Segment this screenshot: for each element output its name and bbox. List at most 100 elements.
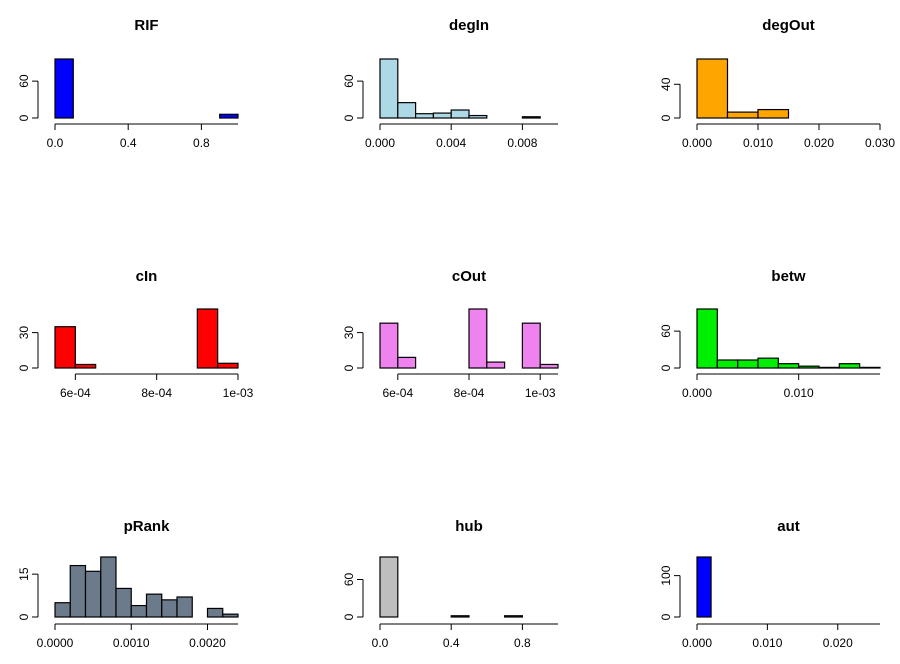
y-tick-label: 0 — [17, 613, 31, 620]
y-tick-label: 0 — [342, 364, 356, 371]
histogram-bar — [54, 602, 71, 618]
histogram-bar — [486, 361, 506, 369]
histogram-bar — [54, 58, 74, 119]
histogram-bar — [217, 362, 239, 369]
histogram-panel-betw: betw 0.000 0.010 0 60 — [659, 268, 881, 400]
histogram-bar — [838, 363, 861, 369]
x-tick-label: 8e-04 — [454, 386, 485, 400]
y-tick-label: 60 — [659, 324, 673, 338]
histogram-bar — [521, 322, 541, 369]
histogram-bar — [798, 365, 820, 369]
x-tick-label: 0.8 — [193, 136, 210, 150]
panel-title: pRank — [124, 518, 171, 535]
x-tick-label: 6e-04 — [382, 386, 413, 400]
x-tick-label: 6e-04 — [60, 386, 91, 400]
x-tick-label: 0.020 — [804, 136, 834, 150]
histogram-bar — [539, 363, 559, 369]
histogram-bar — [196, 308, 219, 369]
y-tick-label: 0 — [342, 613, 356, 620]
histogram-bar — [397, 356, 417, 369]
histogram-bar — [859, 366, 881, 369]
histogram-panel-aut: aut 0.000 0.010 0.020 0 100 — [659, 518, 880, 650]
x-tick-label: 0.4 — [443, 636, 460, 650]
x-tick-label: 0.000 — [365, 136, 395, 150]
histogram-bar — [69, 564, 87, 618]
histogram-bar — [726, 111, 759, 119]
x-tick-label: 0.010 — [743, 136, 773, 150]
histogram-bar — [176, 596, 193, 618]
panel-title: cIn — [136, 268, 158, 285]
histogram-bar — [397, 102, 417, 119]
x-tick-label: 0.0010 — [113, 636, 150, 650]
x-tick-label: 8e-04 — [141, 386, 172, 400]
histogram-panel-hub: hub 0.0 0.4 0.8 0 60 — [342, 518, 558, 650]
histogram-bar — [504, 615, 524, 618]
y-tick-label: 30 — [342, 326, 356, 340]
x-tick-label: 0.000 — [682, 636, 712, 650]
y-tick-label: 60 — [17, 74, 31, 88]
histogram-bar — [145, 593, 163, 618]
histogram-panel-cIn: cIn 6e-04 8e-04 1e-03 0 30 — [17, 268, 254, 400]
x-tick-label: 0.010 — [752, 636, 782, 650]
histogram-bar — [696, 308, 718, 369]
histogram-bar — [222, 613, 239, 618]
histogram-bar — [379, 322, 399, 369]
x-tick-label: 0.0 — [47, 136, 64, 150]
histogram-bar — [716, 359, 739, 369]
histogram-bar — [777, 363, 800, 369]
histogram-bar — [74, 363, 97, 369]
x-tick-label: 1e-03 — [525, 386, 556, 400]
y-tick-label: 0 — [17, 114, 31, 121]
histogram-bar — [130, 604, 148, 618]
y-tick-label: 0 — [659, 114, 673, 121]
panel-title: betw — [771, 268, 806, 285]
x-tick-label: 0.030 — [865, 136, 895, 150]
y-tick-label: 0 — [659, 364, 673, 371]
histogram-bar — [818, 366, 840, 369]
panel-title: degOut — [762, 17, 815, 34]
panel-title: degIn — [449, 17, 489, 34]
histogram-bar — [432, 112, 452, 119]
histogram-bar — [757, 108, 790, 119]
histogram-bar — [450, 109, 470, 119]
y-tick-label: 30 — [17, 326, 31, 340]
histogram-panel-pRank: pRank 0.0000 0.0010 0.0020 0 15 — [17, 518, 239, 650]
histogram-bar — [115, 587, 132, 618]
histogram-bar — [379, 556, 399, 618]
histogram-bar — [161, 599, 178, 618]
y-tick-label: 100 — [659, 565, 673, 585]
histogram-bar — [737, 359, 759, 369]
histogram-bar — [84, 570, 102, 618]
histogram-bar — [468, 308, 488, 369]
histogram-bar — [206, 607, 224, 618]
x-tick-label: 0.8 — [514, 636, 531, 650]
x-tick-label: 0.000 — [682, 386, 712, 400]
histogram-bar — [379, 58, 399, 119]
y-tick-label: 0 — [659, 613, 673, 620]
x-tick-label: 0.000 — [682, 136, 712, 150]
panel-title: aut — [777, 518, 800, 535]
histogram-bar — [696, 556, 712, 618]
histogram-bar — [696, 58, 729, 119]
y-tick-label: 15 — [17, 567, 31, 581]
x-tick-label: 0.020 — [823, 636, 853, 650]
x-tick-label: 0.0020 — [189, 636, 226, 650]
x-tick-label: 0.0000 — [37, 636, 74, 650]
x-tick-label: 0.010 — [784, 386, 814, 400]
histogram-panel-cOut: cOut 6e-04 8e-04 1e-03 0 30 — [342, 268, 559, 400]
histogram-bar — [100, 556, 117, 618]
y-tick-label: 0 — [17, 364, 31, 371]
histogram-panel-RIF: RIF 0.0 0.4 0.8 0 60 — [17, 17, 239, 150]
panel-title: hub — [455, 518, 483, 535]
y-tick-label: 60 — [342, 573, 356, 587]
histogram-bar — [219, 113, 239, 119]
histogram-bar — [521, 116, 541, 119]
y-tick-label: 0 — [342, 114, 356, 121]
histogram-bar — [468, 114, 488, 119]
x-tick-label: 0.004 — [436, 136, 466, 150]
histogram-bar — [757, 357, 779, 369]
y-tick-label: 40 — [659, 77, 673, 91]
histogram-bar — [54, 326, 76, 369]
y-tick-label: 60 — [342, 74, 356, 88]
